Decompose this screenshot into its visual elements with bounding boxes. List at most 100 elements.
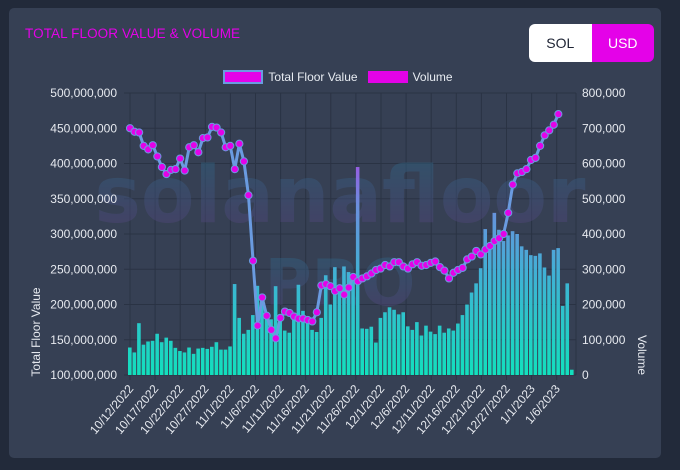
volume-bar[interactable] (456, 323, 460, 375)
volume-bar[interactable] (351, 275, 355, 375)
volume-bar[interactable] (355, 167, 360, 375)
floor-value-point[interactable] (540, 131, 549, 140)
floor-value-point[interactable] (485, 241, 495, 251)
volume-bar[interactable] (401, 312, 406, 375)
floor-value-point[interactable] (554, 110, 563, 119)
usd-toggle-button[interactable]: USD (591, 24, 654, 62)
volume-bar[interactable] (346, 272, 351, 375)
volume-bar[interactable] (415, 322, 419, 375)
volume-bar[interactable] (515, 234, 519, 375)
floor-value-point[interactable] (230, 165, 239, 174)
floor-value-point[interactable] (276, 313, 285, 322)
floor-value-point[interactable] (536, 141, 545, 150)
floor-value-point[interactable] (203, 133, 212, 142)
floor-value-point[interactable] (253, 321, 262, 330)
floor-value-point[interactable] (467, 252, 476, 261)
volume-bar[interactable] (547, 275, 551, 375)
volume-bar[interactable] (191, 353, 196, 375)
volume-bar[interactable] (273, 286, 278, 375)
floor-value-point[interactable] (239, 157, 249, 166)
floor-value-point[interactable] (545, 126, 554, 135)
volume-bar[interactable] (510, 231, 515, 375)
floor-value-point[interactable] (212, 123, 221, 132)
volume-bar[interactable] (474, 283, 478, 375)
volume-bar[interactable] (173, 347, 178, 375)
volume-bar[interactable] (301, 310, 305, 375)
volume-bar[interactable] (410, 329, 415, 375)
sol-toggle-button[interactable]: SOL (529, 24, 592, 62)
floor-value-point[interactable] (180, 166, 189, 175)
volume-bar[interactable] (150, 340, 155, 375)
volume-bar[interactable] (528, 255, 533, 375)
floor-value-point[interactable] (312, 308, 321, 317)
floor-value-point[interactable] (326, 282, 335, 291)
volume-bar[interactable] (223, 349, 228, 375)
volume-bar[interactable] (255, 285, 260, 375)
volume-bar[interactable] (337, 291, 342, 375)
volume-bar[interactable] (296, 284, 301, 375)
volume-bar[interactable] (292, 319, 296, 375)
volume-bar[interactable] (565, 283, 570, 375)
volume-bar[interactable] (405, 326, 410, 375)
volume-bar[interactable] (424, 325, 428, 375)
volume-bar[interactable] (387, 307, 392, 375)
volume-bar[interactable] (269, 319, 273, 375)
volume-bar[interactable] (383, 312, 387, 375)
volume-bar[interactable] (187, 347, 191, 375)
volume-bar[interactable] (442, 332, 447, 375)
floor-value-point[interactable] (171, 165, 180, 174)
volume-bar[interactable] (319, 317, 323, 375)
volume-bar[interactable] (219, 349, 223, 375)
volume-bar[interactable] (364, 328, 369, 375)
volume-bar[interactable] (538, 253, 542, 375)
volume-bar[interactable] (237, 317, 241, 375)
floor-value-point[interactable] (444, 274, 454, 283)
volume-bar[interactable] (497, 229, 501, 375)
volume-bar[interactable] (164, 337, 169, 375)
volume-bar[interactable] (342, 266, 346, 375)
volume-bar[interactable] (323, 275, 328, 375)
volume-bar[interactable] (128, 347, 132, 375)
floor-value-point[interactable] (189, 141, 198, 150)
floor-value-point[interactable] (157, 162, 166, 172)
volume-bar[interactable] (369, 326, 374, 375)
legend-item-volume[interactable]: Volume (367, 70, 453, 84)
legend-item-floor-value[interactable]: Total Floor Value (223, 70, 358, 84)
volume-bar[interactable] (228, 346, 232, 375)
volume-bar[interactable] (310, 329, 314, 375)
floor-value-point[interactable] (440, 266, 449, 275)
volume-bar[interactable] (360, 328, 364, 375)
volume-bar[interactable] (137, 323, 141, 375)
volume-bar[interactable] (333, 267, 337, 375)
volume-bar[interactable] (378, 317, 383, 375)
volume-bar[interactable] (428, 331, 433, 375)
volume-bar[interactable] (492, 212, 497, 375)
volume-bar[interactable] (246, 329, 251, 375)
floor-value-point[interactable] (308, 317, 317, 326)
floor-value-point[interactable] (549, 120, 558, 129)
volume-bar[interactable] (251, 315, 255, 375)
volume-bar[interactable] (278, 314, 282, 375)
floor-value-point[interactable] (508, 180, 517, 189)
volume-bar[interactable] (469, 292, 474, 375)
volume-bar[interactable] (433, 334, 437, 375)
volume-bar[interactable] (210, 346, 214, 375)
volume-bar[interactable] (141, 344, 146, 375)
floor-value-point[interactable] (194, 148, 203, 157)
volume-bar[interactable] (205, 348, 210, 375)
volume-bar[interactable] (159, 342, 164, 375)
volume-bar[interactable] (328, 304, 333, 376)
floor-value-point[interactable] (522, 165, 531, 174)
floor-value-point[interactable] (258, 293, 267, 302)
volume-bar[interactable] (314, 331, 319, 375)
floor-value-point[interactable] (235, 139, 244, 148)
volume-bar[interactable] (533, 255, 538, 375)
volume-bar[interactable] (483, 229, 488, 375)
volume-bar[interactable] (132, 352, 137, 375)
volume-bar[interactable] (214, 342, 219, 375)
volume-bar[interactable] (305, 322, 310, 375)
volume-bar[interactable] (460, 315, 465, 375)
floor-value-point[interactable] (267, 325, 276, 334)
volume-bar[interactable] (169, 340, 173, 375)
volume-bar[interactable] (542, 267, 547, 375)
